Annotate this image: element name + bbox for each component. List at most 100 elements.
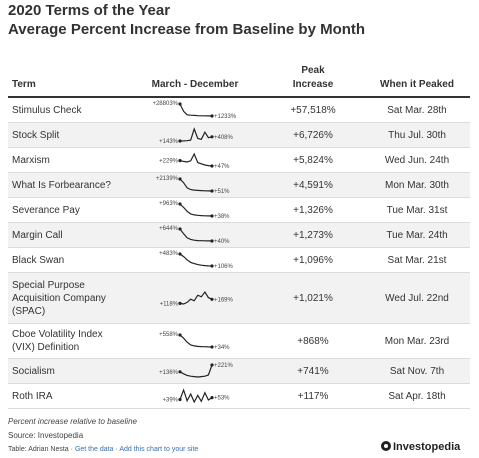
peak-increase-cell: +57,518% <box>290 105 336 116</box>
when-peaked-cell: Sat Apr. 18th <box>388 391 446 402</box>
when-peaked-cell: Sat Mar. 28th <box>387 105 447 116</box>
sparkline-path <box>179 290 213 305</box>
term-cell: What Is Forbearance? <box>12 179 111 192</box>
term-line: Severance Pay <box>12 205 80 216</box>
sparkline-start-point <box>178 397 182 402</box>
term-line: (VIX) Definition <box>12 342 80 353</box>
sparkline: +136% +221% <box>159 363 234 378</box>
table-row: Margin Call +1,273% Tue Mar. 24th +644% +40% <box>8 223 470 248</box>
term-cell: Stock Split <box>12 129 59 142</box>
peak-increase-cell: +6,726% <box>293 130 333 141</box>
sparkline-high-label: +28803% <box>152 101 178 107</box>
term-cell: Stimulus Check <box>12 104 81 117</box>
table-row: Stock Split +6,726% Thu Jul. 30th +143% +408… <box>8 123 470 148</box>
term-line: Special Purpose <box>12 280 85 291</box>
sparkline-start-label: +118% <box>160 301 179 307</box>
footer-separator: · <box>68 446 75 453</box>
sparkline-path <box>179 127 213 142</box>
when-peaked-cell: Sat Nov. 7th <box>389 366 445 377</box>
sparkline: +28803% +1233% <box>152 101 236 120</box>
term-cell: Margin Call <box>12 229 63 242</box>
sparkline-start-point <box>178 370 182 374</box>
term-line: Black Swan <box>12 255 65 266</box>
sparkline-end-point <box>210 239 214 243</box>
sparkline-end-label: +47% <box>214 164 230 170</box>
when-peaked-cell: Mon Mar. 30th <box>385 180 449 191</box>
sparkline-start-point <box>178 301 182 305</box>
term-line: Stimulus Check <box>12 105 82 116</box>
sparkline-start-point <box>178 102 182 106</box>
table-row: Marxism +5,824% Wed Jun. 24th +229% +47% <box>8 148 470 173</box>
column-header-range: March - December <box>151 79 239 90</box>
peak-increase-cell: +1,273% <box>293 230 333 241</box>
peak-increase-cell: +1,096% <box>293 255 333 266</box>
term-cell: Severance Pay <box>12 204 80 217</box>
sparkline-start-point <box>178 139 182 143</box>
sparkline: +2139% +51% <box>156 176 230 195</box>
term-line: (SPAC) <box>12 306 46 317</box>
term-cell: Special Purpose Acquisition Company (SPAC) <box>12 279 106 318</box>
term-line: Cboe Volatility Index <box>12 329 103 340</box>
sparkline-end-point <box>210 396 214 400</box>
sparkline-end-point <box>210 164 214 168</box>
table-row: What Is Forbearance? +4,591% Mon Mar. 30th… <box>8 173 470 198</box>
when-peaked-cell: Tue Mar. 31st <box>386 205 448 216</box>
term-line: What Is Forbearance? <box>12 180 111 191</box>
table-row: Special Purpose Acquisition Company (SPAC)… <box>8 273 470 324</box>
term-cell: Roth IRA <box>12 390 53 403</box>
sparkline-path <box>179 364 213 378</box>
sparkline-end-label: +38% <box>214 214 230 220</box>
term-line: Marxism <box>12 155 50 166</box>
sparkline-path <box>179 228 213 242</box>
sparkline-high-label: +644% <box>159 226 179 232</box>
sparkline: +558% +34% <box>159 332 230 351</box>
sparkline-path <box>179 203 213 217</box>
sparkline: +143% +408% <box>159 127 234 145</box>
sparkline-path <box>179 253 213 267</box>
investopedia-logo-icon <box>381 441 391 451</box>
sparkline-start-label: +229% <box>159 159 179 165</box>
sparkline-start-label: +143% <box>159 139 179 145</box>
footer-source: Source: Investopedia <box>8 431 84 440</box>
term-cell: Marxism <box>12 154 50 167</box>
sparkline-end-label: +51% <box>214 189 230 195</box>
table-row: Severance Pay +1,326% Tue Mar. 31st +963% +3… <box>8 198 470 223</box>
sparkline-end-point <box>210 345 214 349</box>
get-data-link[interactable]: Get the data <box>74 446 114 453</box>
add-chart-link[interactable]: Add this chart to your site <box>119 446 199 453</box>
when-peaked-cell: Wed Jun. 24th <box>384 155 450 166</box>
column-header-when: When it Peaked <box>380 79 454 90</box>
sparkline-end-point <box>210 135 214 139</box>
sparkline-end-label: +40% <box>214 239 230 245</box>
sparkline: +229% +47% <box>159 152 230 170</box>
sparkline: +963% +38% <box>159 201 230 220</box>
sparkline-start-point <box>178 227 182 231</box>
sparkline-end-label: +34% <box>214 345 230 351</box>
when-peaked-cell: Tue Mar. 24th <box>386 230 448 241</box>
term-line: Socialism <box>12 366 55 377</box>
sparkline-end-point <box>210 363 214 367</box>
when-peaked-cell: Thu Jul. 30th <box>388 130 446 141</box>
sparkline-path <box>179 178 213 192</box>
peak-increase-cell: +5,824% <box>293 155 333 166</box>
sparkline-high-label: +558% <box>159 332 179 338</box>
table-row: Roth IRA +117% Sat Apr. 18th +39% +53% <box>8 384 470 409</box>
table-row: Socialism +741% Sat Nov. 7th +136% +221% <box>8 359 470 384</box>
peak-increase-cell: +1,326% <box>293 205 333 216</box>
chart-title: 2020 Terms of the Year <box>8 2 171 19</box>
sparkline-end-point <box>210 297 214 301</box>
when-peaked-cell: Mon Mar. 23rd <box>384 336 450 347</box>
sparkline-start-label: +39% <box>162 398 178 404</box>
footer-separator: · <box>113 446 120 453</box>
sparkline-path <box>179 334 213 348</box>
table-row: Black Swan +1,096% Sat Mar. 21st +483% +106% <box>8 248 470 273</box>
investopedia-logo[interactable]: Investopedia <box>381 441 460 453</box>
sparkline-end-label: +408% <box>214 135 234 141</box>
sparkline-start-point <box>178 202 182 206</box>
sparkline-start-label: +136% <box>159 370 179 376</box>
sparkline-high-label: +2139% <box>156 176 179 182</box>
sparkline-path <box>179 388 213 404</box>
term-cell: Cboe Volatility Index (VIX) Definition <box>12 328 103 354</box>
table-row: Cboe Volatility Index (VIX) Definition +86… <box>8 324 470 359</box>
term-cell: Socialism <box>12 365 55 378</box>
